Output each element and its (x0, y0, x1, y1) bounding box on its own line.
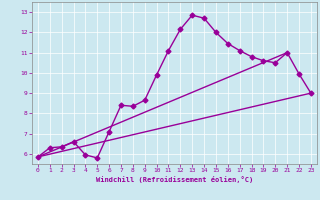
X-axis label: Windchill (Refroidissement éolien,°C): Windchill (Refroidissement éolien,°C) (96, 176, 253, 183)
